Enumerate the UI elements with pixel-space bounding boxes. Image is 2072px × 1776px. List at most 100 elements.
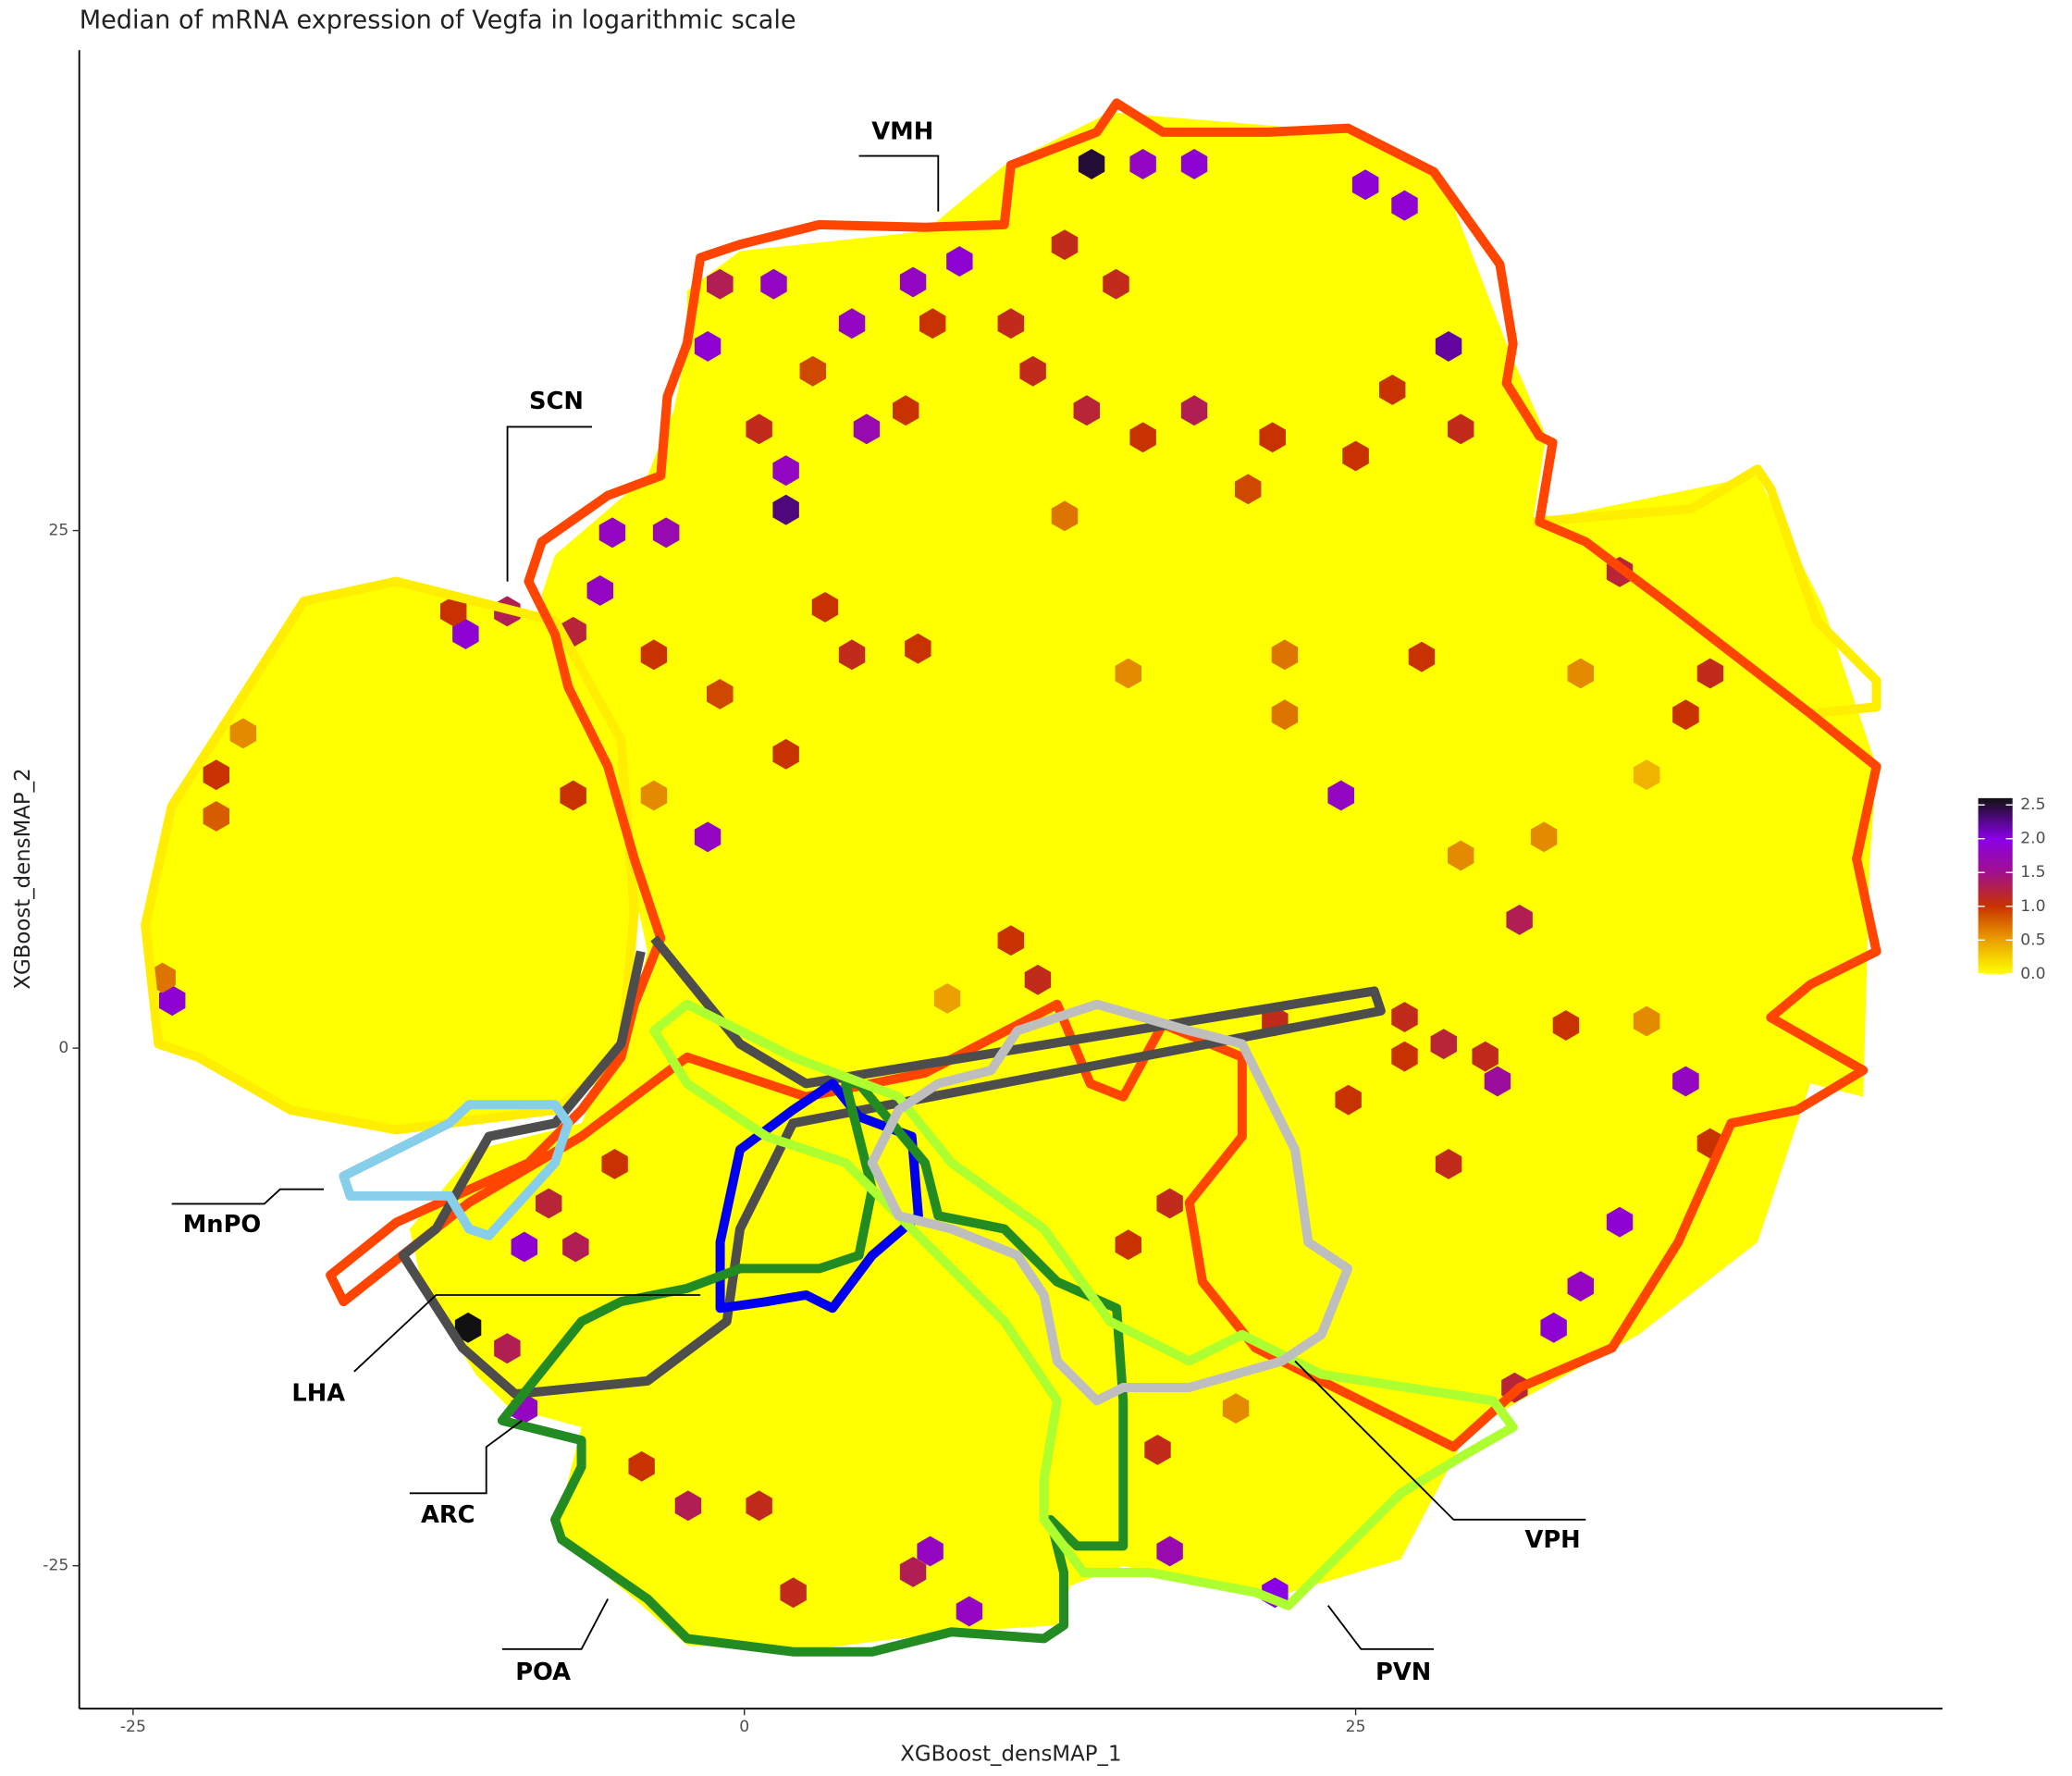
outline-arc: [715, 1079, 923, 1314]
hex: [560, 780, 586, 811]
hex: [562, 1231, 589, 1263]
hex: [1335, 1084, 1362, 1116]
hex: [1552, 1010, 1580, 1041]
x-axis-label: XGBoost_densMAP_1: [900, 1743, 1121, 1767]
hex: [1506, 904, 1533, 935]
hex: [1115, 1229, 1141, 1261]
hex: [601, 1149, 628, 1179]
hex: [1351, 169, 1379, 201]
hex: [1180, 395, 1208, 426]
hex: [780, 1577, 807, 1609]
outline-poa: [497, 1079, 1128, 1657]
hex: [1391, 190, 1418, 221]
hex: [1540, 1312, 1567, 1343]
colorbar-tick-label: 0.0: [2020, 965, 2045, 983]
hex: [746, 413, 772, 445]
hex: [1078, 149, 1105, 179]
hex: [933, 983, 961, 1014]
hex: [946, 246, 973, 277]
hex: [772, 455, 799, 487]
y-axis-label: XGBoost_densMAP_2: [11, 768, 35, 989]
hex: [899, 1557, 927, 1587]
region-label: LHA: [291, 1380, 345, 1408]
region-label: ARC: [421, 1501, 475, 1529]
outline-lha: [398, 935, 1386, 1400]
hex: [919, 308, 946, 339]
hex: [1144, 1434, 1171, 1465]
hex: [1129, 149, 1156, 179]
colorbar-tick-label: 1.0: [2020, 897, 2045, 916]
hex: [536, 1188, 562, 1219]
hex: [440, 596, 467, 627]
hex: [1448, 413, 1474, 445]
hex: [452, 619, 479, 649]
hex: [1156, 1188, 1183, 1219]
colorbar-tick-label: 2.0: [2020, 830, 2045, 848]
hex: [1103, 268, 1129, 300]
hex: [1472, 1041, 1498, 1072]
hex: [799, 355, 826, 387]
hex: [956, 1596, 983, 1627]
hex: [1448, 840, 1474, 871]
y-tick-label: 25: [48, 522, 68, 540]
hex: [640, 639, 668, 671]
hex: [1408, 641, 1436, 672]
hex: [707, 679, 734, 709]
hex: [1327, 780, 1355, 811]
hex: [203, 759, 230, 791]
hex: [598, 517, 626, 549]
hex: [1051, 229, 1079, 261]
region-outlines: [141, 98, 1881, 1657]
chart-title: Median of mRNA expression of Vegfa in lo…: [80, 6, 796, 34]
hex: [1271, 699, 1299, 731]
hex: [853, 413, 881, 445]
hex: [1378, 375, 1406, 405]
hex: [905, 633, 931, 664]
hex: [1156, 1536, 1183, 1567]
hex: [811, 592, 839, 623]
region-label: VPH: [1524, 1526, 1580, 1554]
region-label: VMH: [871, 117, 933, 145]
hex: [1435, 1149, 1462, 1179]
hex: [1129, 422, 1156, 453]
hex: [494, 1333, 521, 1364]
density-region: [145, 112, 1877, 1652]
hex: [1019, 355, 1046, 387]
hex: [893, 395, 919, 426]
x-tick-label: -25: [120, 1718, 146, 1736]
hex: [838, 308, 866, 339]
hex: [511, 1231, 537, 1263]
hex: [899, 266, 927, 298]
hex: [772, 738, 799, 770]
hex: [1567, 658, 1594, 689]
region-label: PVN: [1375, 1659, 1431, 1686]
hex: [1430, 1029, 1457, 1060]
hex: [1567, 1271, 1594, 1301]
hex: [917, 1536, 944, 1567]
hex: [694, 331, 722, 362]
colorbar-tick-label: 1.5: [2020, 863, 2045, 882]
x-tick-label: 25: [1346, 1718, 1366, 1736]
hex: [707, 268, 734, 300]
leaders: [171, 154, 1586, 1650]
region-label: POA: [515, 1659, 571, 1686]
hex: [1391, 1041, 1418, 1072]
y-tick-label: -25: [43, 1557, 68, 1575]
region-label: SCN: [529, 388, 584, 415]
hex: [1391, 1002, 1418, 1032]
hex: [1024, 964, 1052, 995]
colorbar-tick-label: 2.5: [2020, 796, 2045, 814]
colorbar-tick-label: 0.5: [2020, 931, 2045, 949]
hex: [1672, 699, 1699, 731]
hex: [652, 517, 680, 549]
hex: [1222, 1393, 1250, 1424]
hex: [1606, 1206, 1634, 1238]
hex: [1259, 422, 1286, 453]
hex: [1115, 658, 1141, 689]
hex: [1633, 1005, 1660, 1037]
hex: [1051, 500, 1079, 532]
hex: [1271, 639, 1299, 671]
hex: [640, 780, 668, 811]
hex: [203, 801, 230, 832]
